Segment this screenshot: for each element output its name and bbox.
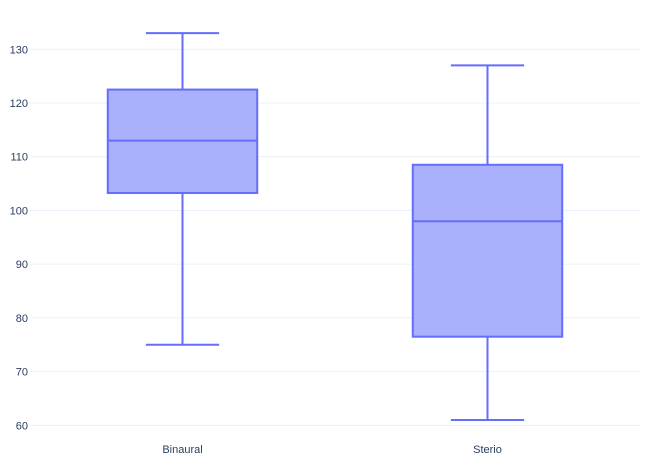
y-tick-label: 130 [10, 44, 28, 56]
box-binaural [106, 32, 259, 346]
x-axis-ticks: Binaural Sterio [162, 444, 502, 456]
y-tick-label: 110 [10, 152, 28, 164]
y-tick-label: 120 [10, 98, 28, 110]
y-tick-label: 90 [16, 259, 28, 271]
x-tick-label: Binaural [162, 444, 202, 456]
y-tick-label: 80 [16, 313, 28, 325]
y-gridlines [30, 48, 640, 426]
box-sterio [411, 64, 564, 421]
y-tick-label: 70 [16, 367, 28, 379]
y-tick-label: 60 [16, 420, 28, 432]
x-tick-label: Sterio [473, 444, 502, 456]
y-axis-ticks: 60 70 80 90 100 110 120 130 [10, 44, 28, 432]
boxes [106, 32, 564, 421]
iqr-box [411, 163, 564, 338]
y-tick-label: 100 [10, 205, 28, 217]
